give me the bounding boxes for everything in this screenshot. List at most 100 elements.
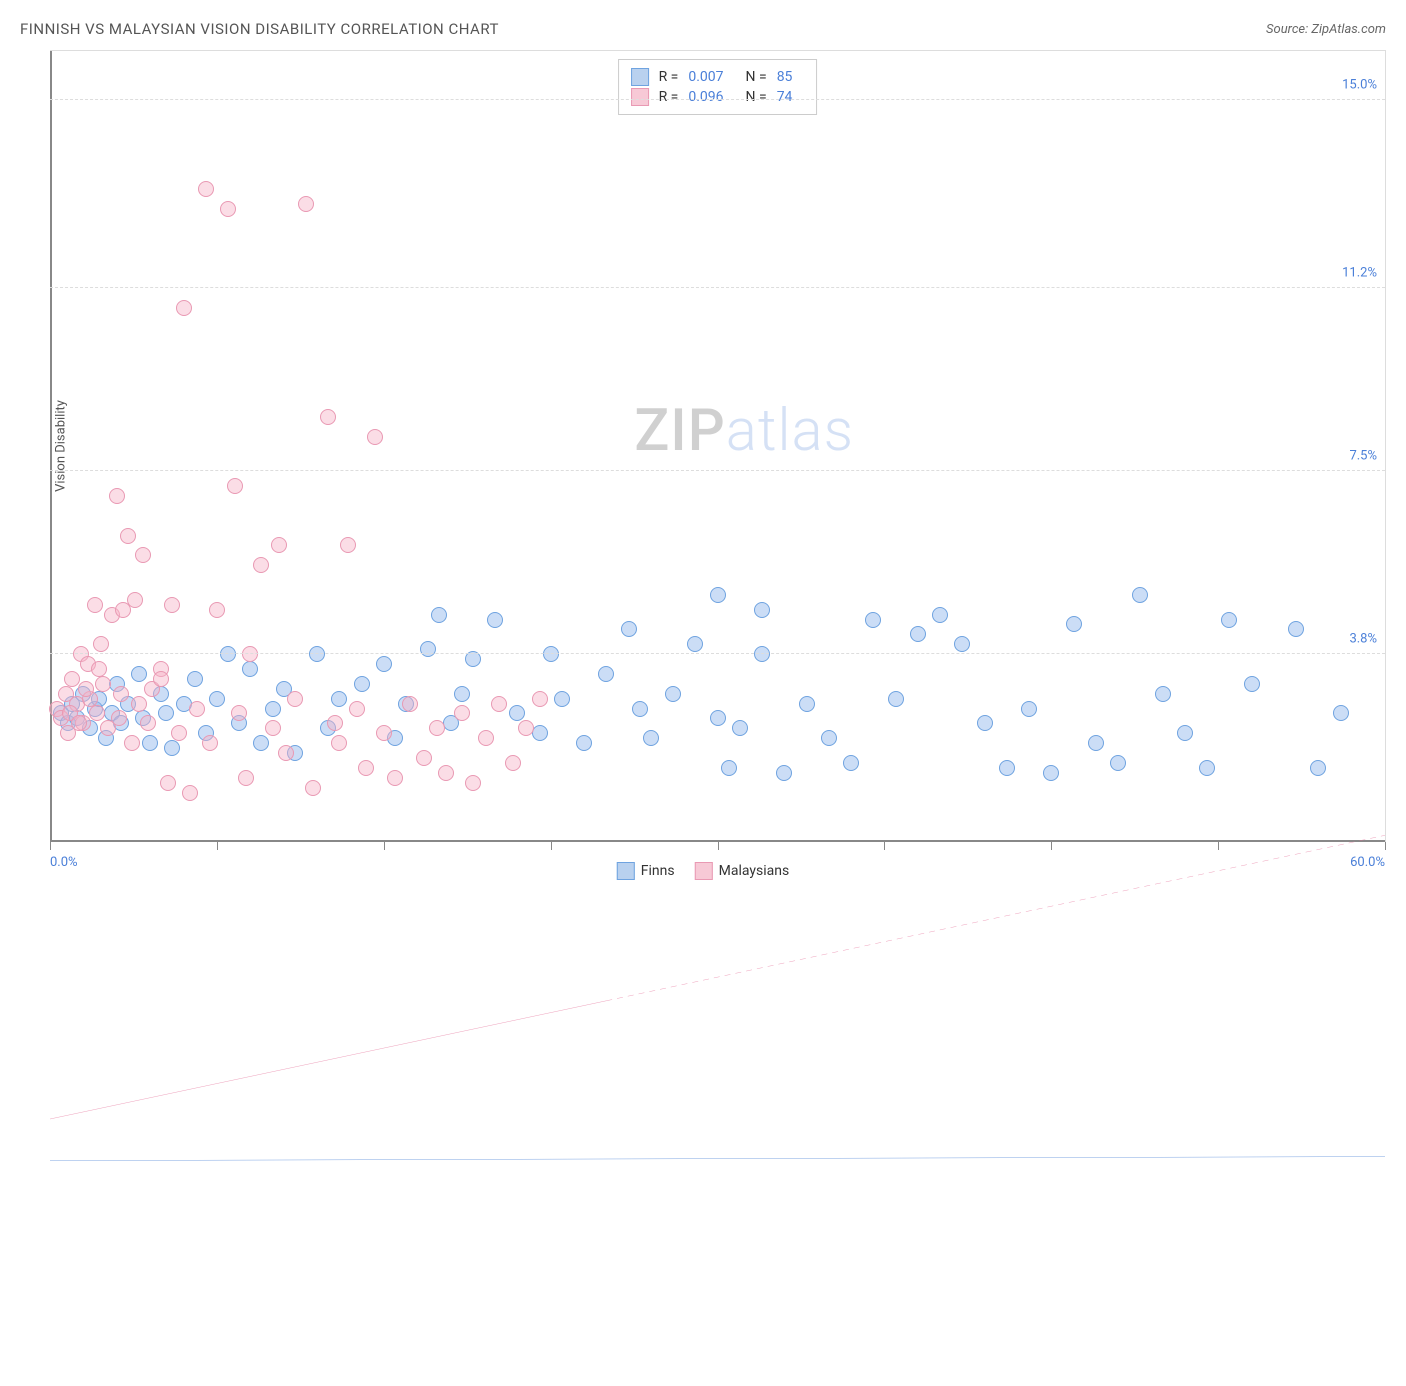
scatter-point	[220, 201, 236, 217]
stat-r-label: R =	[659, 69, 679, 85]
scatter-point	[776, 765, 792, 781]
scatter-point	[182, 785, 198, 801]
y-tick-label: 11.2%	[1342, 266, 1377, 281]
chart-title: FINNISH VS MALAYSIAN VISION DISABILITY C…	[20, 20, 499, 38]
scatter-point	[754, 646, 770, 662]
x-tick	[718, 842, 719, 850]
trend-line-dashed	[606, 835, 1385, 1000]
x-tick-label: 60.0%	[1350, 855, 1385, 870]
stat-n-value: 85	[777, 69, 793, 85]
scatter-point	[340, 537, 356, 553]
scatter-point	[127, 592, 143, 608]
scatter-point	[158, 705, 174, 721]
scatter-point	[265, 701, 281, 717]
scatter-point	[1088, 735, 1104, 751]
scatter-point	[287, 691, 303, 707]
scatter-point	[265, 720, 281, 736]
legend-stat-row: R = 0.007N = 85	[631, 68, 805, 86]
scatter-point	[189, 701, 205, 717]
scatter-point	[305, 780, 321, 796]
scatter-point	[160, 775, 176, 791]
scatter-point	[231, 705, 247, 721]
scatter-point	[1132, 587, 1148, 603]
scatter-point	[1310, 760, 1326, 776]
scatter-point	[402, 696, 418, 712]
gridline	[50, 470, 1385, 471]
series-legend: Finns Malaysians	[617, 862, 789, 880]
scatter-point	[327, 715, 343, 731]
scatter-point	[331, 691, 347, 707]
scatter-point	[598, 666, 614, 682]
scatter-point	[1244, 676, 1260, 692]
scatter-point	[209, 602, 225, 618]
scatter-point	[220, 646, 236, 662]
scatter-point	[91, 661, 107, 677]
scatter-point	[576, 735, 592, 751]
scatter-point	[95, 676, 111, 692]
x-tick	[1051, 842, 1052, 850]
scatter-point	[710, 710, 726, 726]
x-tick	[384, 842, 385, 850]
scatter-point	[977, 715, 993, 731]
scatter-point	[198, 181, 214, 197]
gridline	[50, 99, 1385, 100]
scatter-point	[89, 705, 105, 721]
scatter-point	[518, 720, 534, 736]
scatter-point	[71, 715, 87, 731]
scatter-point	[932, 607, 948, 623]
scatter-point	[376, 656, 392, 672]
scatter-point	[111, 710, 127, 726]
scatter-point	[431, 607, 447, 623]
scatter-point	[505, 755, 521, 771]
scatter-point	[278, 745, 294, 761]
series-legend-label: Malaysians	[719, 863, 790, 879]
scatter-point	[1155, 686, 1171, 702]
scatter-point	[454, 686, 470, 702]
scatter-point	[1021, 701, 1037, 717]
scatter-point	[732, 720, 748, 736]
y-tick-label: 3.8%	[1349, 632, 1377, 647]
series-legend-item: Malaysians	[695, 862, 790, 880]
scatter-point	[632, 701, 648, 717]
scatter-point	[416, 750, 432, 766]
trend-line-solid	[50, 1157, 1385, 1161]
scatter-point	[799, 696, 815, 712]
scatter-point	[754, 602, 770, 618]
scatter-point	[1177, 725, 1193, 741]
scatter-point	[124, 735, 140, 751]
scatter-point	[142, 735, 158, 751]
scatter-point	[349, 701, 365, 717]
scatter-point	[253, 735, 269, 751]
gridline	[50, 653, 1385, 654]
scatter-point	[1110, 755, 1126, 771]
scatter-point	[131, 666, 147, 682]
scatter-point	[843, 755, 859, 771]
scatter-point	[271, 537, 287, 553]
x-tick	[1385, 842, 1386, 850]
scatter-point	[120, 528, 136, 544]
legend-swatch	[695, 862, 713, 880]
scatter-point	[164, 597, 180, 613]
scatter-point	[1221, 612, 1237, 628]
series-legend-item: Finns	[617, 862, 675, 880]
scatter-point	[465, 775, 481, 791]
scatter-point	[164, 740, 180, 756]
scatter-point	[420, 641, 436, 657]
scatter-point	[320, 409, 336, 425]
scatter-point	[438, 765, 454, 781]
scatter-point	[113, 686, 129, 702]
stat-r-value: 0.007	[688, 69, 723, 85]
scatter-point	[93, 636, 109, 652]
x-tick	[884, 842, 885, 850]
scatter-point	[491, 696, 507, 712]
scatter-point	[354, 676, 370, 692]
scatter-point	[367, 429, 383, 445]
x-tick	[217, 842, 218, 850]
scatter-point	[888, 691, 904, 707]
scatter-point	[176, 300, 192, 316]
x-tick	[50, 842, 51, 850]
scatter-point	[309, 646, 325, 662]
scatter-point	[643, 730, 659, 746]
scatter-point	[140, 715, 156, 731]
scatter-point	[87, 597, 103, 613]
